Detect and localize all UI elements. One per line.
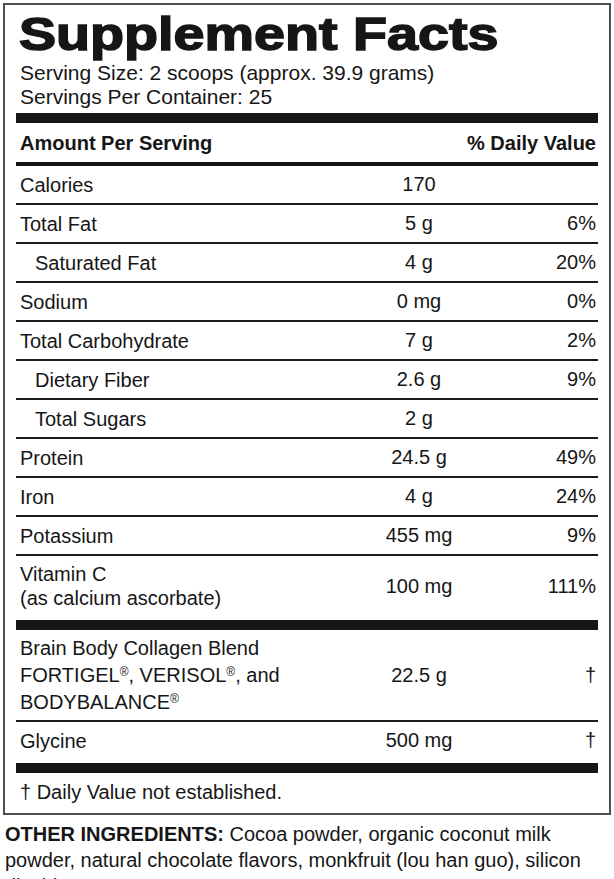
nutrient-name: Saturated Fat: [20, 251, 334, 275]
nutrient-row-glycine: Glycine 500 mg †: [16, 722, 598, 759]
nutrient-dv: 9%: [504, 524, 596, 547]
nutrient-name: Total Sugars: [20, 407, 334, 431]
nutrient-row-vitamin-c: Vitamin C (as calcium ascorbate) 100 mg …: [16, 556, 598, 616]
nutrient-name: Total Carbohydrate: [20, 329, 334, 353]
nutrient-amount: 22.5 g: [334, 664, 504, 687]
nutrient-dv: 2%: [504, 329, 596, 352]
nutrient-name-line3: BODYBALANCE®: [20, 687, 334, 714]
panel-title: Supplement Facts: [19, 9, 614, 59]
nutrient-name-line2: (as calcium ascorbate): [20, 586, 334, 610]
divider-thick-middle: [16, 620, 598, 630]
nutrient-name: Potassium: [20, 524, 334, 548]
nutrient-name: Glycine: [20, 729, 334, 753]
nutrient-amount: 7 g: [334, 329, 504, 352]
daily-value-header: % Daily Value: [467, 132, 596, 155]
nutrient-amount: 4 g: [334, 251, 504, 274]
nutrient-name: Calories: [20, 173, 334, 197]
nutrient-row-protein: Protein 24.5 g 49%: [16, 439, 598, 478]
nutrient-dv: 24%: [504, 485, 596, 508]
nutrient-amount: 500 mg: [334, 729, 504, 752]
nutrient-row-total-fat: Total Fat 5 g 6%: [16, 205, 598, 244]
column-header: Amount Per Serving % Daily Value: [16, 123, 598, 162]
nutrient-amount: 2.6 g: [334, 368, 504, 391]
divider-thick-top: [16, 113, 598, 123]
nutrient-name-line2: FORTIGEL®, VERISOL®, and: [20, 660, 334, 687]
servings-per-container: Servings Per Container: 25: [20, 85, 598, 109]
nutrient-row-total-sugars: Total Sugars 2 g: [16, 400, 598, 439]
nutrient-name: Vitamin C (as calcium ascorbate): [20, 562, 334, 610]
nutrient-row-iron: Iron 4 g 24%: [16, 478, 598, 517]
nutrient-row-saturated-fat: Saturated Fat 4 g 20%: [16, 244, 598, 283]
nutrient-dv: 20%: [504, 251, 596, 274]
nutrient-name: Brain Body Collagen Blend FORTIGEL®, VER…: [20, 636, 334, 714]
nutrient-dv: 6%: [504, 212, 596, 235]
nutrient-dv: †: [504, 664, 596, 687]
nutrient-name: Protein: [20, 446, 334, 470]
nutrient-row-potassium: Potassium 455 mg 9%: [16, 517, 598, 556]
other-ingredients-label: OTHER INGREDIENTS:: [5, 823, 224, 845]
serving-size: Serving Size: 2 scoops (approx. 39.9 gra…: [20, 61, 598, 85]
daily-value-footnote: † Daily Value not established.: [16, 773, 598, 813]
nutrient-name-line1: Brain Body Collagen Blend: [20, 636, 334, 660]
nutrient-dv: †: [504, 729, 596, 752]
nutrient-dv: 111%: [504, 575, 596, 598]
nutrient-name-line1: Vitamin C: [20, 562, 334, 586]
nutrient-row-sodium: Sodium 0 mg 0%: [16, 283, 598, 322]
nutrient-dv: 49%: [504, 446, 596, 469]
nutrient-amount: 455 mg: [334, 524, 504, 547]
amount-per-serving-header: Amount Per Serving: [20, 132, 212, 155]
other-ingredients: OTHER INGREDIENTS: Cocoa powder, organic…: [5, 821, 610, 879]
nutrient-amount: 170: [334, 173, 504, 196]
nutrient-amount: 0 mg: [334, 290, 504, 313]
nutrient-name: Sodium: [20, 290, 334, 314]
nutrient-amount: 2 g: [334, 407, 504, 430]
nutrient-dv: 9%: [504, 368, 596, 391]
nutrient-row-calories: Calories 170: [16, 166, 598, 205]
nutrient-name: Total Fat: [20, 212, 334, 236]
nutrient-name: Iron: [20, 485, 334, 509]
nutrient-amount: 4 g: [334, 485, 504, 508]
nutrient-dv: 0%: [504, 290, 596, 313]
nutrient-amount: 5 g: [334, 212, 504, 235]
nutrient-row-collagen-blend: Brain Body Collagen Blend FORTIGEL®, VER…: [16, 630, 598, 722]
nutrient-amount: 100 mg: [334, 575, 504, 598]
divider-thick-bottom: [16, 763, 598, 773]
nutrient-row-total-carbohydrate: Total Carbohydrate 7 g 2%: [16, 322, 598, 361]
nutrient-amount: 24.5 g: [334, 446, 504, 469]
supplement-facts-panel: Supplement Facts Serving Size: 2 scoops …: [3, 3, 611, 815]
nutrient-row-dietary-fiber: Dietary Fiber 2.6 g 9%: [16, 361, 598, 400]
nutrient-name: Dietary Fiber: [20, 368, 334, 392]
